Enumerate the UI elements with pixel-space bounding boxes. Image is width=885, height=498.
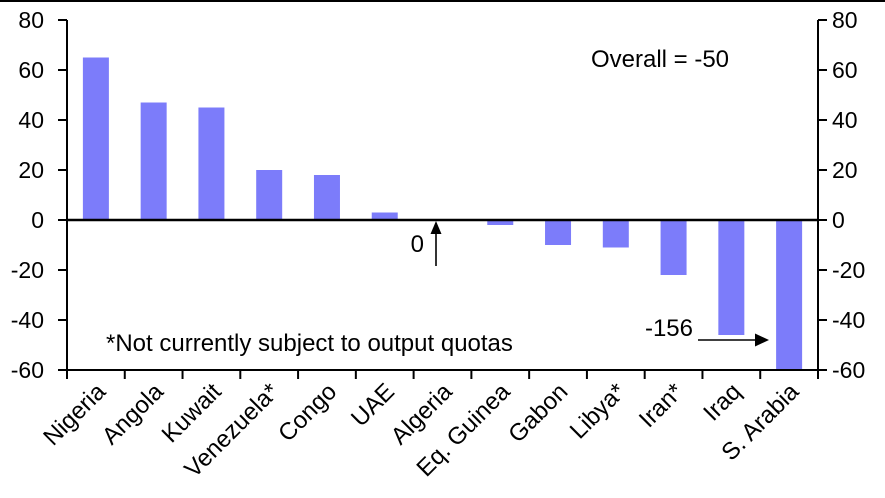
y-tick-label-right: -40 (832, 307, 865, 333)
x-category-label-gabon: Gabon (503, 378, 573, 448)
y-tick-label-right: 60 (832, 57, 858, 83)
bar-venezuela (256, 170, 283, 220)
algeria-zero-arrow-icon (430, 221, 442, 266)
y-tick-label-right: -60 (832, 357, 865, 383)
saudi-value-arrow-icon (698, 333, 769, 347)
y-tick-label-right: 40 (832, 107, 858, 133)
x-category-label-nigeria: Nigeria (38, 378, 111, 451)
bar-s-arabia (776, 220, 803, 370)
x-category-label-iraq: Iraq (698, 378, 746, 426)
bar-kuwait (198, 107, 225, 220)
y-tick-label-left: 80 (18, 7, 44, 33)
y-tick-label-left: 60 (18, 57, 44, 83)
bar-iran (660, 220, 687, 275)
saudi-value-annotation: -156 (645, 315, 693, 342)
y-tick-label-left: 40 (18, 107, 44, 133)
y-tick-label-left: 20 (18, 157, 44, 183)
bar-congo (313, 175, 340, 220)
overall-annotation: Overall = -50 (591, 46, 729, 73)
y-tick-label-left: -20 (11, 257, 44, 283)
x-category-label-angola: Angola (97, 378, 169, 450)
bar-uae (371, 212, 398, 220)
y-tick-label-right: 20 (832, 157, 858, 183)
bar-libya (602, 220, 629, 248)
bar-gabon (545, 220, 572, 245)
bar-angola (140, 102, 167, 220)
y-tick-label-right: 0 (832, 207, 845, 233)
y-tick-label-left: -40 (11, 307, 44, 333)
top-border (0, 0, 885, 2)
bar-iraq (718, 220, 745, 335)
y-tick-label-right: 80 (832, 7, 858, 33)
footnote-annotation: *Not currently subject to output quotas (106, 330, 513, 357)
y-tick-label-left: 0 (31, 207, 44, 233)
x-category-label-libya: Libya* (565, 378, 631, 444)
bar-eq-guinea (487, 220, 514, 225)
y-tick-label-right: -20 (832, 257, 865, 283)
x-category-label-congo: Congo (273, 378, 342, 447)
x-category-label-iran: Iran* (634, 378, 689, 433)
bar-nigeria (82, 57, 109, 220)
algeria-zero-annotation: 0 (411, 231, 424, 258)
y-tick-label-left: -60 (11, 357, 44, 383)
